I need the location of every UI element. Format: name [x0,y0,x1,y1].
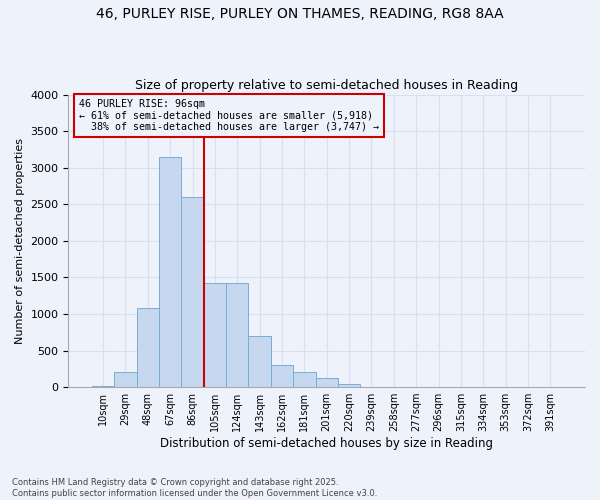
Bar [204,282,226,387]
Bar [137,308,159,387]
Bar [159,156,181,387]
Y-axis label: Number of semi-detached properties: Number of semi-detached properties [15,138,25,344]
Bar [181,197,204,387]
Bar [92,386,114,387]
Bar [114,372,137,387]
Bar [226,282,248,387]
Bar [248,336,271,387]
Text: 46, PURLEY RISE, PURLEY ON THAMES, READING, RG8 8AA: 46, PURLEY RISE, PURLEY ON THAMES, READI… [96,8,504,22]
Text: 46 PURLEY RISE: 96sqm
← 61% of semi-detached houses are smaller (5,918)
  38% of: 46 PURLEY RISE: 96sqm ← 61% of semi-deta… [79,99,379,132]
X-axis label: Distribution of semi-detached houses by size in Reading: Distribution of semi-detached houses by … [160,437,493,450]
Title: Size of property relative to semi-detached houses in Reading: Size of property relative to semi-detach… [135,79,518,92]
Bar [316,378,338,387]
Bar [271,365,293,387]
Bar [293,372,316,387]
Text: Contains HM Land Registry data © Crown copyright and database right 2025.
Contai: Contains HM Land Registry data © Crown c… [12,478,377,498]
Bar [338,384,360,387]
